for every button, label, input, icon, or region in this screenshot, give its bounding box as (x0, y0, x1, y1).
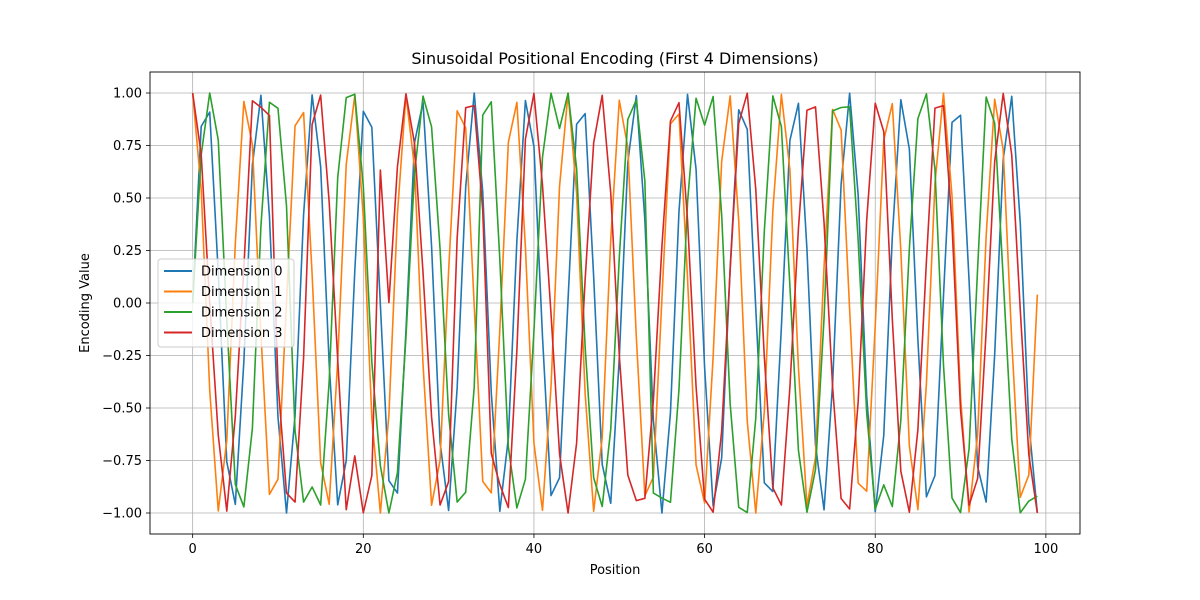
legend: Dimension 0 Dimension 1 Dimension 2 Dimensi… (157, 258, 295, 348)
y-tick-label: −0.50 (102, 402, 142, 417)
legend-label: Dimension 3 (201, 326, 283, 341)
x-tick-label: 80 (867, 542, 884, 557)
x-tick-label: 60 (696, 542, 713, 557)
legend-label: Dimension 1 (201, 285, 283, 300)
x-tick-label: 0 (189, 542, 197, 557)
series-line-dimension-3 (191, 92, 1039, 514)
series-line-dimension-1 (191, 92, 1039, 514)
x-tick-label: 40 (526, 542, 543, 557)
plot-frame (149, 71, 1081, 535)
y-tick-label: 0.50 (113, 192, 142, 207)
y-tick-label: −0.25 (102, 349, 142, 364)
y-tick-label: 0.25 (113, 244, 142, 259)
legend-box (157, 258, 295, 348)
x-tick-label: 20 (355, 542, 372, 557)
y-tick-label: −1.00 (102, 507, 142, 522)
chart-title: Sinusoidal Positional Encoding (First 4 … (411, 49, 818, 68)
legend-label: Dimension 0 (201, 265, 283, 280)
axes: 0 20 40 60 80 100 −1.00 −0.75 −0.50 −0.25 0.00 0.25… (102, 71, 1081, 557)
y-tick-label: −0.75 (102, 454, 142, 469)
y-axis-label: Encoding Value (78, 253, 93, 353)
series-lines (191, 92, 1039, 514)
legend-label: Dimension 2 (201, 306, 283, 321)
x-tick-label: 100 (1033, 542, 1058, 557)
x-axis-label: Position (590, 563, 641, 578)
y-tick-label: 1.00 (113, 87, 142, 102)
y-tick-label: 0.75 (113, 139, 142, 154)
y-tick-label: 0.00 (113, 297, 142, 312)
